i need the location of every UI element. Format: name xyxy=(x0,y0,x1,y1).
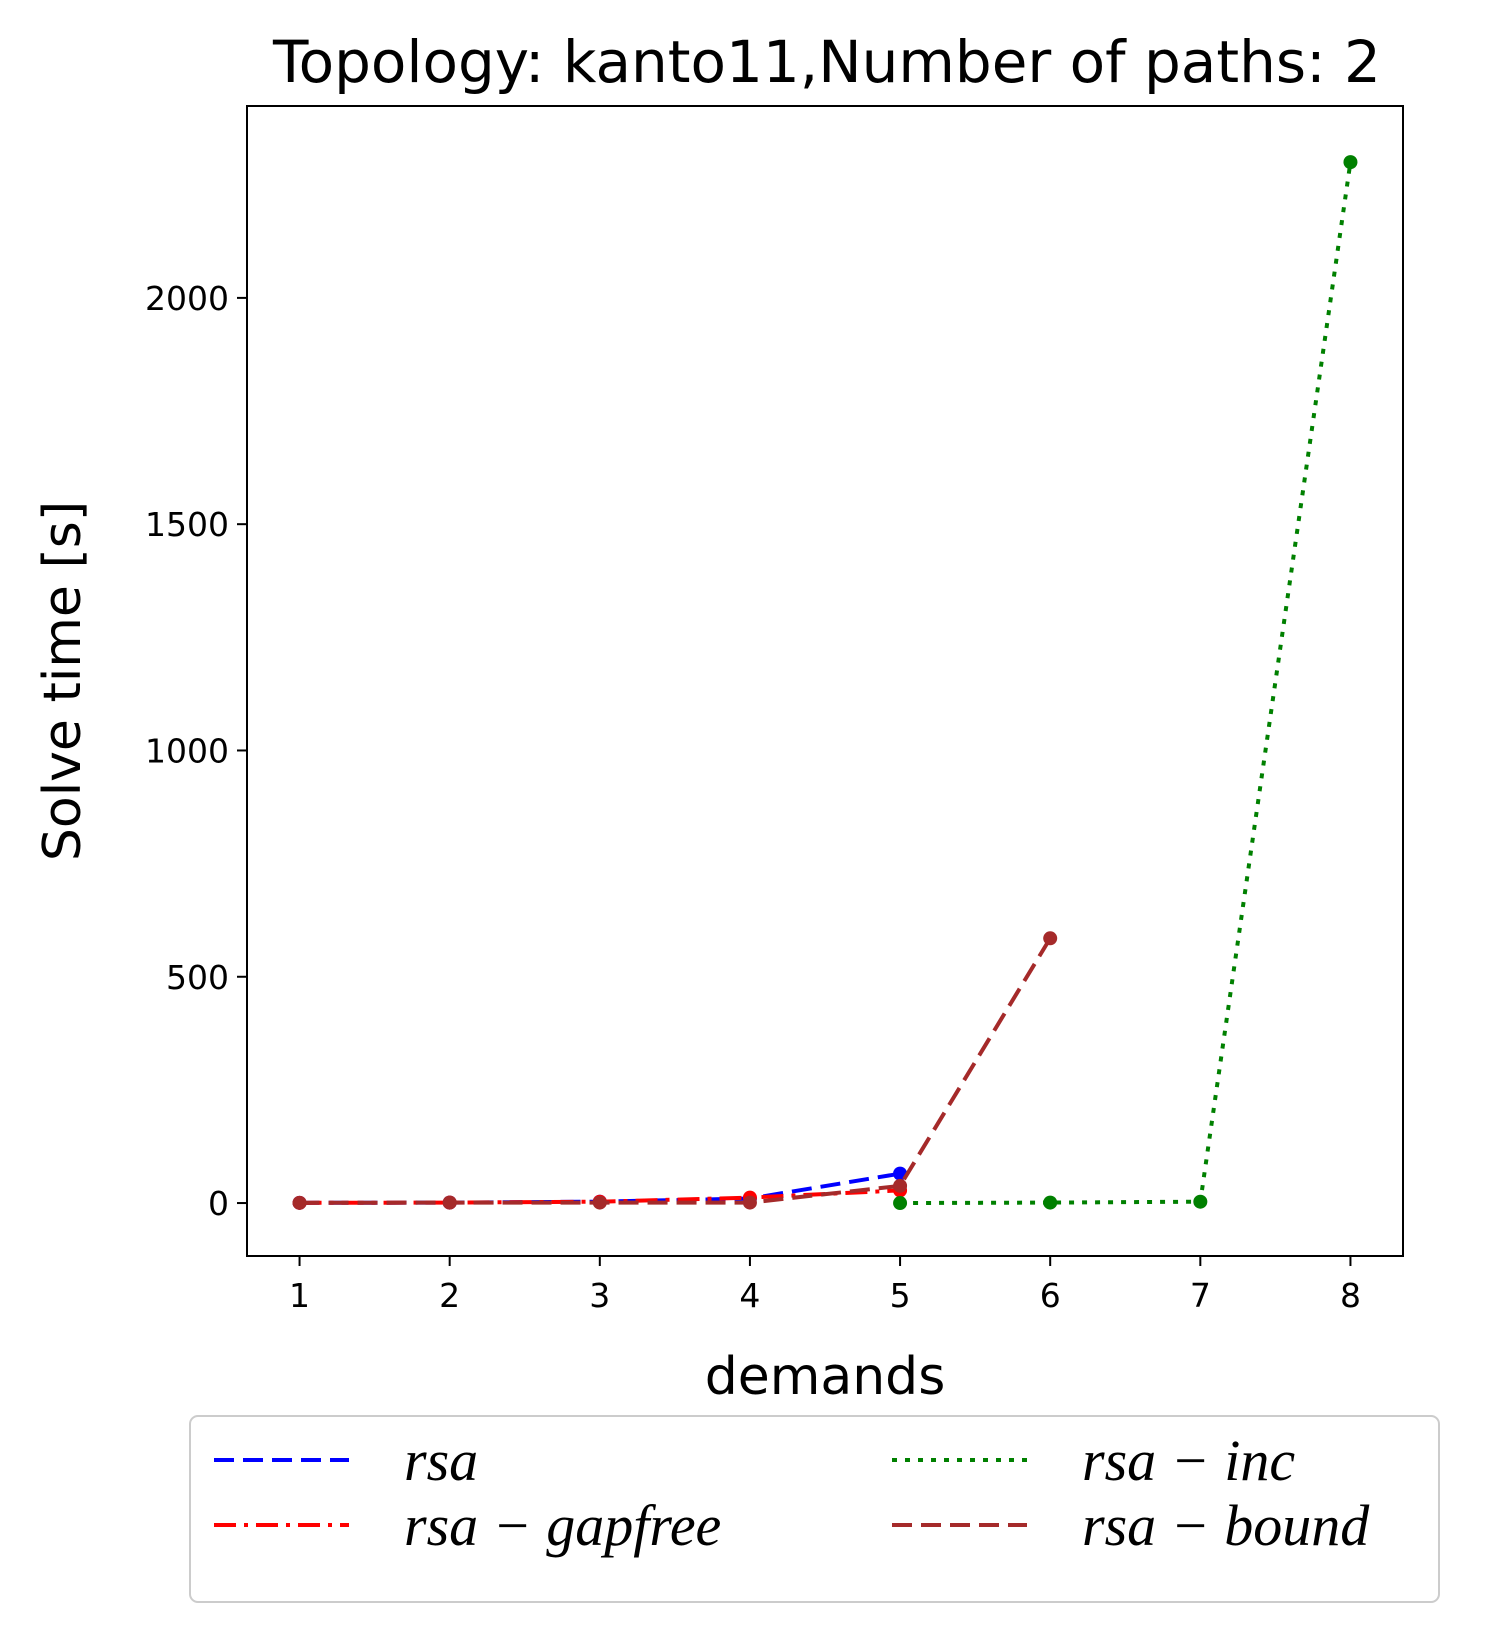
x-tick-label: 1 xyxy=(289,1276,310,1315)
x-tick-label: 4 xyxy=(739,1276,760,1315)
x-tick-label: 8 xyxy=(1340,1276,1361,1315)
x-tick-label: 6 xyxy=(1040,1276,1061,1315)
axes-frame xyxy=(246,105,1404,1257)
x-axis-label: demands xyxy=(705,1347,946,1407)
y-tick-label: 2000 xyxy=(145,279,229,318)
legend-box xyxy=(189,1415,1440,1603)
plot-area xyxy=(292,155,1358,1211)
y-tick-label: 500 xyxy=(166,958,229,997)
data-point xyxy=(1193,1194,1208,1209)
x-tick-label: 2 xyxy=(439,1276,460,1315)
y-axis-label: Solve time [s] xyxy=(33,501,93,861)
legend-label: rsa xyxy=(404,1428,478,1493)
y-tick-label: 1000 xyxy=(145,731,229,770)
y-tick-label: 1500 xyxy=(145,505,229,544)
data-point xyxy=(292,1195,307,1210)
data-point xyxy=(742,1195,757,1210)
legend-label: rsa − inc xyxy=(1082,1428,1295,1493)
x-tick-label: 7 xyxy=(1190,1276,1211,1315)
series-line-4 xyxy=(299,937,1052,1205)
series-line-3 xyxy=(900,161,1353,1206)
legend-label: rsa − bound xyxy=(1082,1493,1370,1558)
data-point xyxy=(893,1178,908,1193)
x-tick-label: 5 xyxy=(890,1276,911,1315)
legend-label: rsa − gapfree xyxy=(404,1493,721,1558)
x-axis: 1 2 3 4 5 6 7 8 xyxy=(289,1256,1361,1315)
y-axis: 0 500 1000 1500 2000 xyxy=(145,279,247,1223)
data-point xyxy=(893,1196,908,1211)
data-point xyxy=(442,1195,457,1210)
data-point xyxy=(1043,1195,1058,1210)
x-tick-label: 3 xyxy=(589,1276,610,1315)
data-point xyxy=(592,1195,607,1210)
data-point xyxy=(1043,931,1058,946)
chart-title: Topology: kanto11,Number of paths: 2 xyxy=(272,28,1381,96)
data-point xyxy=(1343,155,1358,170)
y-tick-label: 0 xyxy=(208,1184,229,1223)
